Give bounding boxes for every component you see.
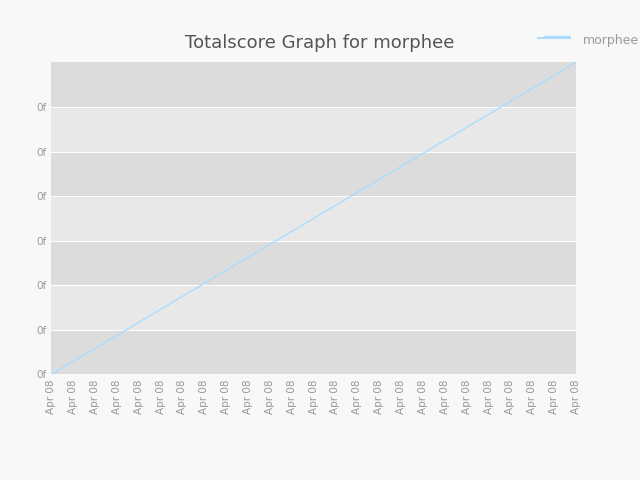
Bar xyxy=(51,107,576,152)
Bar xyxy=(51,285,576,330)
Bar xyxy=(51,330,576,374)
Bar xyxy=(51,196,576,240)
Bar xyxy=(51,240,576,285)
Text: Totalscore Graph for morphee: Totalscore Graph for morphee xyxy=(186,34,454,51)
Bar xyxy=(51,62,576,107)
Bar xyxy=(51,152,576,196)
Text: morphee: morphee xyxy=(582,34,639,47)
